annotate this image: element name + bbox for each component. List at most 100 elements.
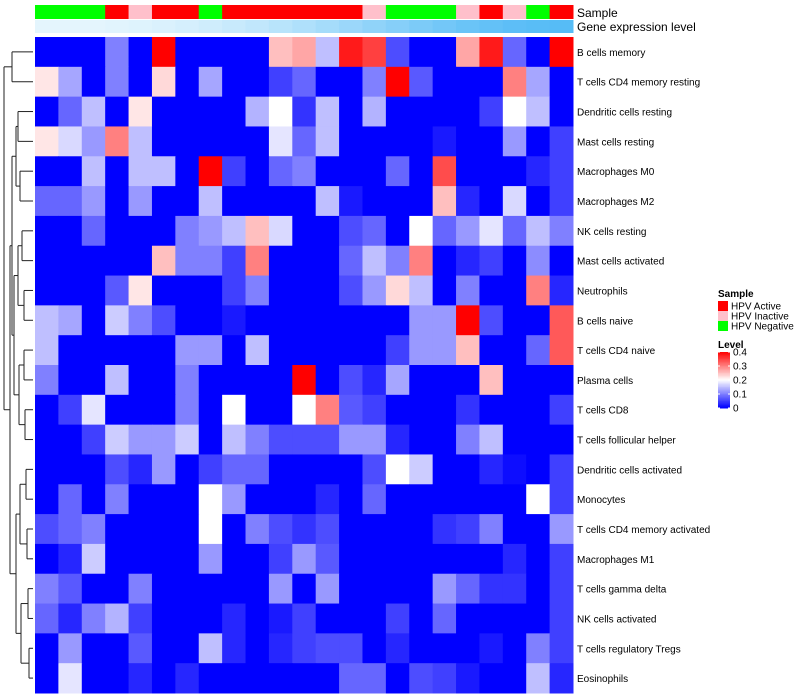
legend-level-gradient-segment (718, 380, 730, 382)
heatmap-cell (432, 514, 457, 545)
heatmap-cell (432, 37, 457, 68)
heatmap-cell (268, 66, 293, 98)
heatmap-cell (479, 454, 504, 485)
heatmap-cell (456, 37, 480, 68)
heatmap-cell (198, 37, 223, 68)
heatmap-cell (81, 394, 106, 426)
heatmap-cell (35, 573, 59, 605)
legend-level-scale: 0.4 0.3 0.2 0.1 0 (718, 348, 747, 415)
heatmap-cell (479, 603, 504, 634)
heatmap-cell (479, 96, 504, 127)
heatmap-cell (526, 394, 551, 426)
heatmap-cell (502, 484, 527, 515)
heatmap-cell (128, 603, 153, 634)
heatmap-cell (222, 633, 247, 664)
expression-annotation-cell (198, 20, 223, 33)
heatmap-cell (245, 573, 270, 605)
legend-level-tick-label: 0.3 (733, 362, 747, 373)
heatmap-cell (222, 484, 247, 515)
heatmap-cell (385, 126, 410, 157)
heatmap-cell (175, 603, 200, 634)
heatmap-cell (128, 484, 153, 515)
row-label: Dendritic cells activated (577, 465, 682, 476)
heatmap-cell (292, 603, 317, 634)
heatmap-cell (292, 454, 317, 485)
heatmap-cell (128, 186, 153, 217)
heatmap-cell (175, 633, 200, 664)
heatmap-cell (222, 663, 247, 694)
heatmap-cell (385, 305, 410, 336)
legend-level-gradient-segment (718, 385, 730, 388)
legend-level-tick-label: 0.4 (733, 348, 747, 359)
heatmap-cell (222, 156, 247, 187)
heatmap-cell (222, 454, 247, 485)
legend-level-gradient-segment (718, 359, 730, 361)
heatmap-cell (292, 424, 317, 455)
heatmap-cell (432, 96, 457, 127)
heatmap-cell (81, 305, 106, 336)
heatmap-cell (245, 603, 270, 634)
heatmap-cell (81, 484, 106, 515)
heatmap-cell (128, 215, 153, 247)
heatmap-cell (502, 156, 527, 187)
heatmap-cell (339, 633, 363, 664)
heatmap-cell (362, 484, 387, 515)
heatmap-cell (175, 663, 200, 694)
row-label: Mast cells activated (577, 257, 664, 268)
heatmap-cell (198, 633, 223, 664)
heatmap-cell (479, 66, 504, 98)
heatmap-cell (502, 96, 527, 127)
sample-annotation-cell (292, 5, 317, 19)
legend-level-gradient-segment (718, 382, 730, 385)
heatmap-cell (432, 305, 457, 336)
heatmap-cell (292, 156, 317, 187)
heatmap-cell (526, 245, 551, 277)
heatmap-cell (502, 394, 527, 426)
heatmap-cell (198, 543, 223, 575)
heatmap-cell (105, 96, 130, 127)
heatmap-cell (502, 37, 527, 68)
heatmap-cell (479, 484, 504, 515)
heatmap-cell (81, 37, 106, 68)
heatmap-cell (292, 66, 317, 98)
heatmap-cell (268, 603, 293, 634)
heatmap-cell (456, 245, 480, 277)
legend-level-gradient-segment (718, 364, 730, 367)
heatmap-cell (315, 186, 340, 217)
sample-annotation-cell (245, 5, 270, 19)
heatmap-cell (315, 245, 340, 277)
heatmap-cell (385, 275, 410, 306)
heatmap-cell (549, 186, 574, 217)
heatmap-cell (81, 633, 106, 664)
heatmap-cell (198, 424, 223, 455)
heatmap-cell (35, 424, 59, 455)
heatmap-cell (245, 156, 270, 187)
legend-level-gradient-segment (718, 368, 730, 371)
heatmap-cell (549, 37, 574, 68)
heatmap-cell (456, 215, 480, 247)
heatmap-cell (292, 96, 317, 127)
heatmap-cell (245, 215, 270, 247)
heatmap-cell (526, 66, 551, 98)
sample-annotation-cell (526, 5, 551, 19)
heatmap-cell (175, 215, 200, 247)
heatmap-cell (409, 215, 434, 247)
heatmap-cell (292, 245, 317, 277)
heatmap-cell (35, 126, 59, 157)
heatmap-cell (58, 37, 83, 68)
heatmap-cell (81, 186, 106, 217)
heatmap-cell (549, 156, 574, 187)
heatmap-cell (315, 394, 340, 426)
expression-annotation-cell (479, 20, 504, 33)
expression-annotation-cell (245, 20, 270, 33)
heatmap-cell (175, 126, 200, 157)
heatmap-cell (549, 543, 574, 575)
sample-annotation-cell (105, 5, 130, 19)
heatmap-cell (198, 186, 223, 217)
sample-annotation-cell (198, 5, 223, 19)
row-label: Mast cells resting (577, 137, 654, 148)
expression-annotation-cell (409, 20, 434, 33)
heatmap-cell (151, 66, 176, 98)
heatmap-cell (151, 126, 176, 157)
heatmap-cell (456, 66, 480, 98)
